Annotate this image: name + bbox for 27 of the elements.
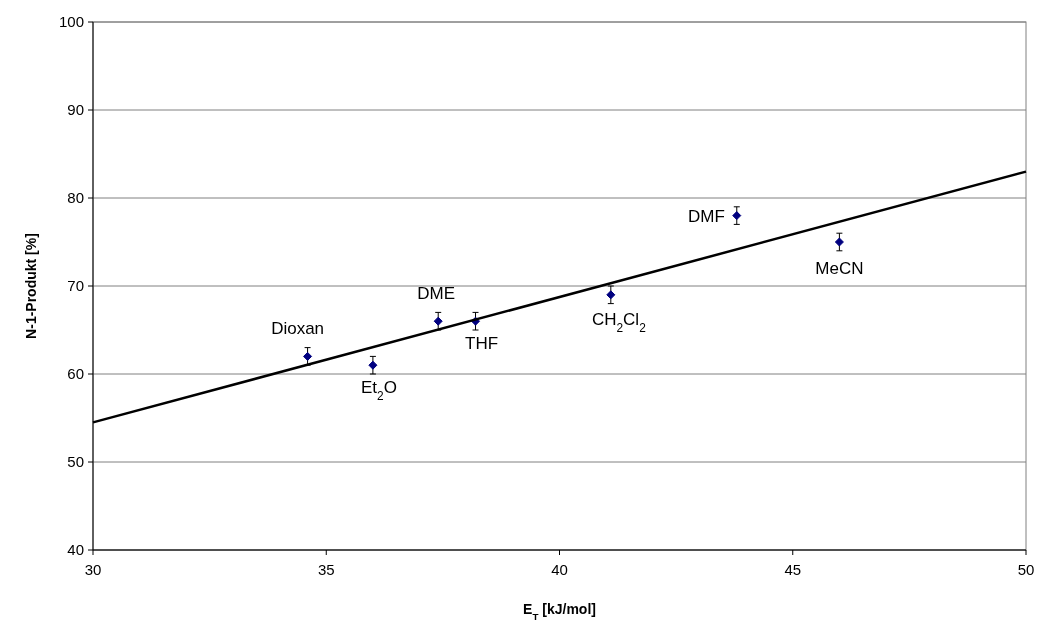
point <box>368 360 378 370</box>
annotation: THF <box>465 334 499 354</box>
y-axis-title: N-1-Produkt [%] <box>23 233 39 339</box>
x-tick-label: 45 <box>784 561 802 578</box>
y-tick-label: 80 <box>67 189 84 207</box>
x-tick-label: 40 <box>551 561 568 578</box>
annotation: DME <box>417 284 456 304</box>
point <box>834 237 844 247</box>
x-tick-label: 50 <box>1017 561 1035 578</box>
annotation: Dioxan <box>271 319 325 339</box>
annotation: CH$_{2}$Cl$_{2}$ <box>591 309 647 335</box>
annotation: Et$_{2}$O <box>360 378 397 404</box>
y-tick-label: 90 <box>67 101 84 119</box>
y-tick-label: 100 <box>58 13 84 31</box>
annotation: MeCN <box>815 259 864 278</box>
point <box>433 316 443 326</box>
y-tick-label: 40 <box>67 541 84 559</box>
point <box>303 351 313 361</box>
x-tick-label: 35 <box>317 561 335 578</box>
point <box>606 290 616 300</box>
annotation: DMF <box>687 206 725 226</box>
x-tick-label: 30 <box>84 561 102 578</box>
point <box>732 211 742 221</box>
y-tick-label: 60 <box>67 365 84 383</box>
y-tick-label: 70 <box>67 277 84 295</box>
y-tick-label: 50 <box>67 453 84 471</box>
x-axis-title: E$_{T}$ [kJ/mol] <box>523 601 596 622</box>
